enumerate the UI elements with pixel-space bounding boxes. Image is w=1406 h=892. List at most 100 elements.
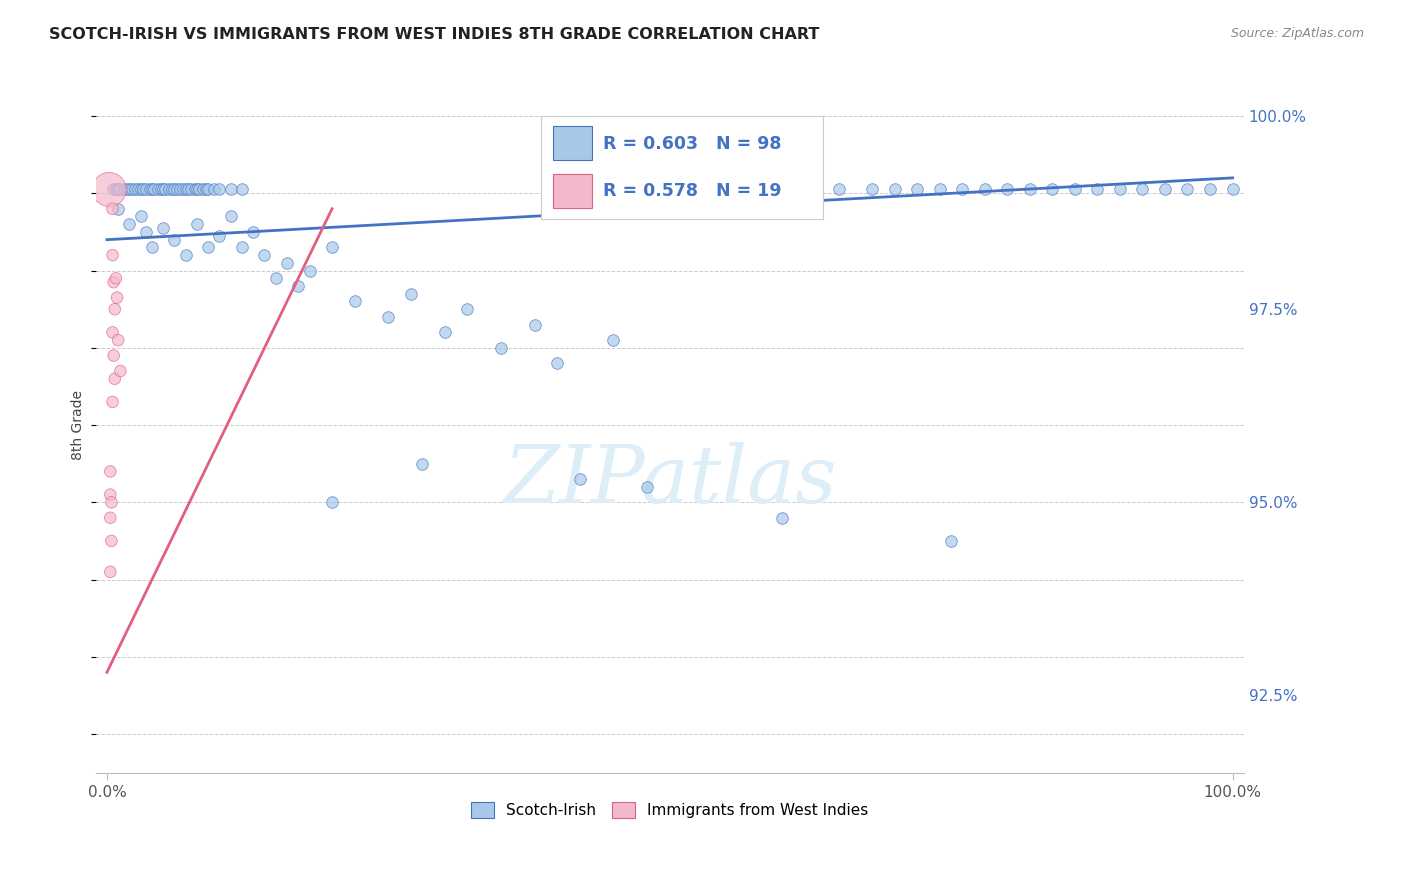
Point <box>681 182 703 196</box>
Point <box>149 182 172 196</box>
Point <box>242 225 264 239</box>
Text: Source: ZipAtlas.com: Source: ZipAtlas.com <box>1230 27 1364 40</box>
Point <box>98 465 121 479</box>
Point <box>219 210 242 224</box>
Point <box>115 182 138 196</box>
Point <box>101 182 124 196</box>
Point <box>1109 182 1132 196</box>
Point <box>172 182 194 196</box>
Text: R = 0.603   N = 98: R = 0.603 N = 98 <box>603 135 782 153</box>
Point <box>188 182 211 196</box>
Point <box>107 202 129 216</box>
Point <box>1154 182 1177 196</box>
Point <box>1132 182 1154 196</box>
Point <box>321 240 343 254</box>
Point <box>169 182 191 196</box>
Y-axis label: 8th Grade: 8th Grade <box>72 390 86 460</box>
Point <box>186 217 208 231</box>
Point <box>399 286 422 301</box>
Point <box>155 182 177 196</box>
Point <box>107 333 129 347</box>
Point <box>1064 182 1087 196</box>
Point <box>141 182 163 196</box>
Point <box>714 182 737 196</box>
Point <box>489 341 512 355</box>
Point <box>104 372 127 386</box>
Point <box>197 182 219 196</box>
Point <box>163 182 186 196</box>
Point <box>194 182 217 196</box>
Point <box>166 182 188 196</box>
Point <box>98 488 121 502</box>
Point <box>146 182 169 196</box>
Point <box>100 495 122 509</box>
Point <box>174 182 197 196</box>
Point <box>658 182 681 196</box>
Point <box>1199 182 1222 196</box>
Point <box>939 533 962 548</box>
Point <box>770 510 793 524</box>
Point <box>129 210 152 224</box>
Text: R = 0.578   N = 19: R = 0.578 N = 19 <box>603 182 782 200</box>
Point <box>103 275 125 289</box>
Point <box>905 182 928 196</box>
Point <box>129 182 152 196</box>
Point <box>748 182 770 196</box>
Point <box>180 182 202 196</box>
Point <box>950 182 973 196</box>
Point <box>219 182 242 196</box>
Point <box>110 182 132 196</box>
Point <box>163 233 186 247</box>
Point <box>231 240 253 254</box>
Point <box>321 495 343 509</box>
Point <box>143 182 166 196</box>
Point <box>152 182 174 196</box>
Point <box>157 182 180 196</box>
Point <box>98 182 121 196</box>
Bar <box>553 126 592 160</box>
Point <box>973 182 995 196</box>
Point <box>1177 182 1199 196</box>
Point <box>456 302 478 317</box>
Point <box>177 182 200 196</box>
Point <box>287 279 309 293</box>
Bar <box>553 175 592 208</box>
Point <box>377 310 399 324</box>
Point <box>103 349 125 363</box>
Point <box>883 182 905 196</box>
Point <box>928 182 950 196</box>
Point <box>264 271 287 285</box>
Point <box>183 182 205 196</box>
Point <box>860 182 883 196</box>
Point <box>636 480 658 494</box>
Point <box>433 326 456 340</box>
Point <box>208 182 231 196</box>
Point <box>411 457 433 471</box>
Point <box>1042 182 1064 196</box>
Point <box>1222 182 1244 196</box>
Point <box>135 182 157 196</box>
Point <box>997 182 1019 196</box>
Point <box>343 294 366 309</box>
Point <box>135 225 157 239</box>
Point <box>276 256 298 270</box>
Point <box>127 182 149 196</box>
Point <box>793 182 815 196</box>
Legend: Scotch-Irish, Immigrants from West Indies: Scotch-Irish, Immigrants from West Indie… <box>465 796 875 824</box>
Point <box>101 395 124 409</box>
Point <box>105 291 128 305</box>
Point <box>132 182 155 196</box>
Point <box>186 182 208 196</box>
Point <box>141 240 163 254</box>
Point <box>152 221 174 235</box>
Text: SCOTCH-IRISH VS IMMIGRANTS FROM WEST INDIES 8TH GRADE CORRELATION CHART: SCOTCH-IRISH VS IMMIGRANTS FROM WEST IND… <box>49 27 820 42</box>
Point <box>98 565 121 579</box>
Point <box>104 302 127 317</box>
Point <box>110 364 132 378</box>
Point <box>298 263 321 277</box>
Point <box>112 182 135 196</box>
Point <box>104 182 127 196</box>
Point <box>253 248 276 262</box>
Point <box>121 182 143 196</box>
Point <box>101 326 124 340</box>
